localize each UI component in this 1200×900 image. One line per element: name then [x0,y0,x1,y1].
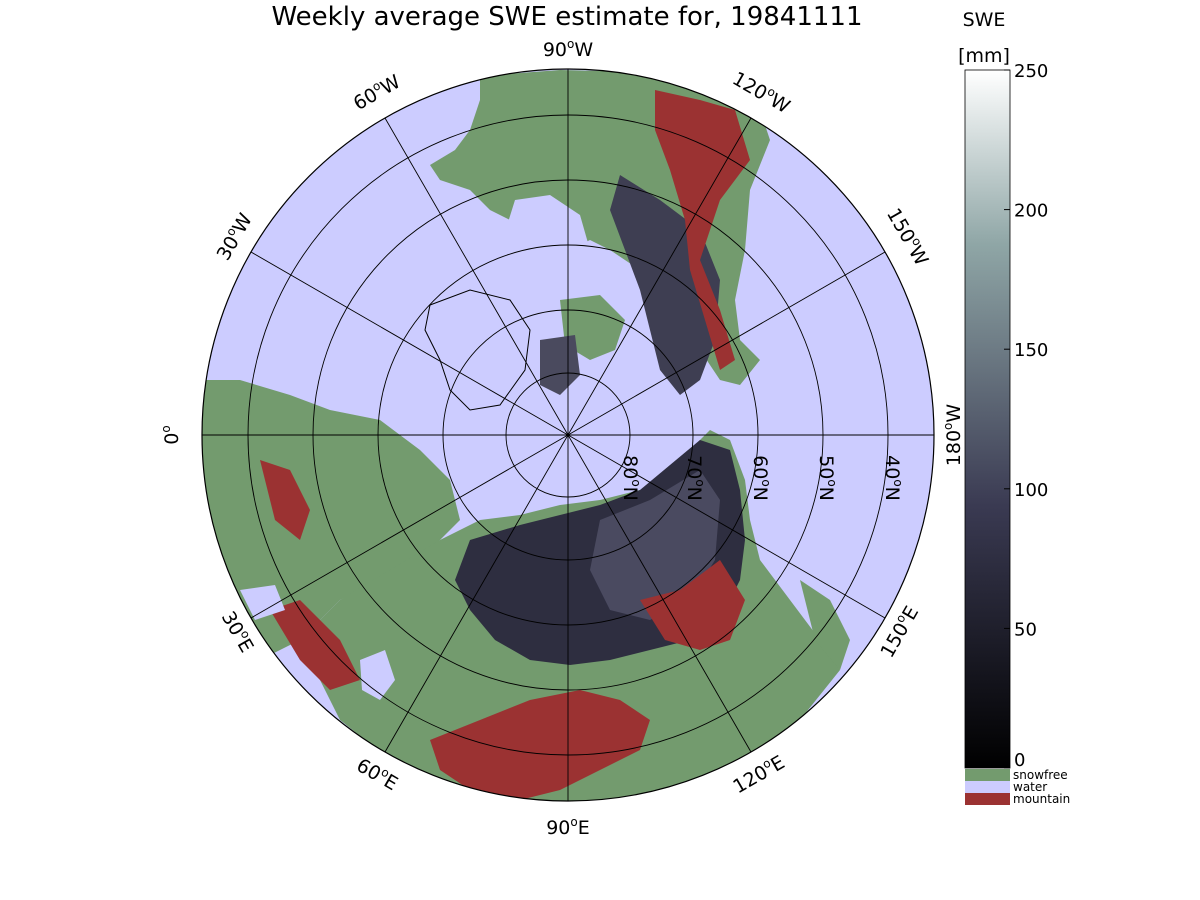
colorbar-ticks: 0 50 100 150 200 250 [1004,61,1048,771]
legend-swatch-snowfree [965,769,1010,781]
japan-land [800,580,850,670]
legend-label-water: water [1013,780,1047,794]
svg-text:120oW: 120oW [728,66,794,118]
svg-text:50oN: 50oN [815,455,839,501]
label-90e: 90 [546,817,570,839]
svg-text:180oW: 180oW [941,404,965,467]
parallel-labels: 80oN 70oN 60oN 50oN 40oN [619,455,905,501]
colorbar-label-units: [mm] [958,45,1010,67]
label-80n: 80 [619,455,641,479]
colorbar-tick-label: 50 [1014,619,1037,640]
label-40n: 40 [881,455,903,479]
label-70n: 70 [683,455,705,479]
label-60e: 60 [353,754,385,785]
label-50n: 50 [815,455,837,479]
colorbar-tick-label: 250 [1014,61,1048,82]
far-east-mountain [640,560,745,650]
graticule [202,69,934,801]
colorbar-tick-label: 100 [1014,480,1048,501]
colorbar-tick-label: 150 [1014,340,1048,361]
label-60n: 60 [749,455,771,479]
legend-label-mountain: mountain [1013,792,1070,806]
svg-text:60oW: 60oW [349,69,405,115]
scandinavia-mountain [260,460,310,540]
label-0: 0 [161,433,183,445]
black-sea [240,585,285,620]
svg-text:90oW: 90oW [543,37,594,61]
svg-text:60oE: 60oE [353,753,403,796]
svg-text:70oN: 70oN [683,455,707,501]
greenland [424,289,531,411]
colorbar-gradient [964,69,1011,769]
svg-text:80oN: 80oN [619,455,643,501]
label-150e: 150 [876,619,913,661]
arctic-islands-snow [540,335,580,395]
hudson-bay [505,195,590,272]
legend-swatch-mountain [965,793,1010,805]
map-title: Weekly average SWE estimate for, 1984111… [271,2,863,32]
colorbar-tick-label: 200 [1014,201,1048,222]
alps-mountain [270,600,360,690]
svg-text:60oN: 60oN [749,455,773,501]
label-90w: 90 [543,39,567,61]
label-120w: 120 [728,68,770,105]
svg-text:40oN: 40oN [881,455,905,501]
colorbar-label-swe: SWE [963,9,1006,31]
label-180w: 180 [943,430,965,466]
map-border [201,68,935,802]
legend-label-snowfree: snowfree [1013,768,1068,782]
colorbar: SWE [mm] 0 50 100 150 200 250 snowfreewatermo… [958,9,1070,806]
svg-text:0o: 0o [159,425,183,444]
arctic-islands [560,295,625,360]
colorbar-tick-label: 0 [1014,750,1025,771]
legend-swatch-water [965,781,1010,793]
svg-text:90oE: 90oE [546,815,590,839]
label-30w: 30 [213,232,244,264]
central-asia-mountain [430,690,650,800]
caspian-sea [360,650,395,700]
